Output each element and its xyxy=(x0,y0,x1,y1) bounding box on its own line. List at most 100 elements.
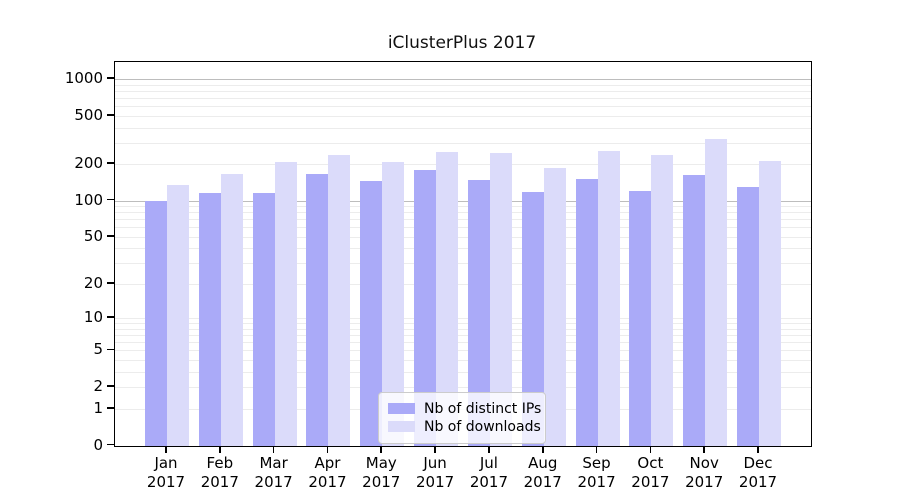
gridline-7 xyxy=(115,335,811,337)
bar-ips-May xyxy=(360,180,383,446)
bar-ips-Mar xyxy=(252,192,275,446)
gridline-400 xyxy=(115,127,811,129)
x-tick-May xyxy=(380,447,383,453)
gridline-900 xyxy=(115,84,811,86)
x-tick-Jun xyxy=(434,447,436,453)
gridline-40 xyxy=(115,248,811,250)
bar-downloads-Jun xyxy=(436,152,459,446)
y-label-10: 10 xyxy=(83,308,103,327)
y-tick-0 xyxy=(107,443,114,446)
bar-ips-Jan xyxy=(145,200,167,446)
gridline-50 xyxy=(115,236,811,238)
bar-downloads-May xyxy=(382,161,405,446)
bar-downloads-Apr xyxy=(328,154,351,446)
x-label-Jan: Jan 2017 xyxy=(146,454,186,491)
bar-ips-Oct xyxy=(629,191,652,446)
gridline-80 xyxy=(115,212,811,214)
y-tick-10 xyxy=(107,316,114,319)
y-tick-500 xyxy=(107,113,114,116)
gridline-600 xyxy=(115,106,811,108)
x-tick-Sep xyxy=(595,447,598,453)
bar-ips-Jul xyxy=(467,180,490,446)
bar-downloads-Sep xyxy=(597,150,620,446)
y-label-20: 20 xyxy=(83,273,103,292)
x-tick-Apr xyxy=(326,447,329,453)
legend-swatch-ips xyxy=(388,403,415,414)
legend-item-ips: Nb of distinct IPs xyxy=(388,400,541,417)
gridline-100 xyxy=(115,200,811,202)
y-label-50: 50 xyxy=(83,226,103,245)
bar-ips-Dec xyxy=(737,186,760,446)
plot-area xyxy=(114,61,812,447)
bar-ips-Aug xyxy=(521,191,544,446)
x-label-Dec: Dec 2017 xyxy=(738,454,778,491)
bar-downloads-Mar xyxy=(274,161,297,446)
gridline-5 xyxy=(115,350,811,352)
legend: Nb of distinct IPs Nb of downloads xyxy=(378,392,546,444)
y-label-5: 5 xyxy=(93,340,103,359)
x-tick-Jan xyxy=(165,447,167,453)
bar-ips-Jun xyxy=(414,169,437,446)
gridline-4 xyxy=(115,360,811,362)
bar-downloads-Jul xyxy=(489,153,512,446)
bar-downloads-Dec xyxy=(759,160,782,446)
gridline-30 xyxy=(115,263,811,265)
bar-downloads-Oct xyxy=(651,155,674,446)
x-label-Apr: Apr 2017 xyxy=(308,454,347,491)
y-tick-20 xyxy=(107,282,114,284)
chart-title: iClusterPlus 2017 xyxy=(387,33,537,53)
x-label-May: May 2017 xyxy=(362,454,401,491)
x-label-Nov: Nov 2017 xyxy=(685,454,724,491)
y-label-200: 200 xyxy=(74,154,103,173)
x-tick-Mar xyxy=(272,447,275,453)
y-tick-2 xyxy=(107,385,114,387)
gridline-9 xyxy=(115,323,811,325)
gridline-1000 xyxy=(115,78,811,80)
gridline-3 xyxy=(115,371,811,373)
legend-item-downloads: Nb of downloads xyxy=(388,418,541,435)
legend-label-downloads: Nb of downloads xyxy=(424,418,541,435)
x-label-Oct: Oct 2017 xyxy=(631,454,670,491)
bar-downloads-Nov xyxy=(705,139,728,446)
gridline-2 xyxy=(115,387,811,389)
y-label-0: 0 xyxy=(93,435,103,454)
y-tick-1000 xyxy=(107,77,114,79)
bar-downloads-Feb xyxy=(220,174,243,446)
y-label-1000: 1000 xyxy=(64,68,103,87)
x-tick-Feb xyxy=(219,447,221,453)
gridline-60 xyxy=(115,227,811,229)
gridline-8 xyxy=(115,328,811,330)
legend-label-ips: Nb of distinct IPs xyxy=(424,400,542,417)
y-label-1: 1 xyxy=(93,398,103,417)
y-tick-5 xyxy=(107,348,114,351)
y-tick-200 xyxy=(107,162,114,164)
y-tick-50 xyxy=(107,235,114,237)
x-tick-Jul xyxy=(488,447,490,453)
bar-ips-Apr xyxy=(306,174,329,446)
gridline-70 xyxy=(115,219,811,221)
gridline-90 xyxy=(115,206,811,208)
x-label-Jul: Jul 2017 xyxy=(469,454,508,491)
y-tick-1 xyxy=(107,406,114,409)
x-label-Jun: Jun 2017 xyxy=(416,454,455,491)
gridline-500 xyxy=(115,115,811,117)
x-label-Feb: Feb 2017 xyxy=(200,454,239,491)
legend-swatch-downloads xyxy=(388,421,415,432)
x-label-Aug: Aug 2017 xyxy=(523,454,562,491)
y-label-2: 2 xyxy=(93,377,103,396)
x-tick-Oct xyxy=(649,447,652,453)
bar-ips-Sep xyxy=(575,179,598,446)
bar-downloads-Jan xyxy=(167,184,189,446)
y-label-500: 500 xyxy=(74,105,103,124)
bar-ips-Nov xyxy=(683,174,706,446)
gridline-200 xyxy=(115,164,811,166)
x-label-Sep: Sep 2017 xyxy=(577,454,616,491)
x-tick-Nov xyxy=(703,447,705,453)
x-label-Mar: Mar 2017 xyxy=(254,454,293,491)
y-label-100: 100 xyxy=(74,190,103,209)
gridline-20 xyxy=(115,283,811,285)
bar-downloads-Aug xyxy=(543,167,566,446)
y-tick-100 xyxy=(107,198,114,201)
bar-ips-Feb xyxy=(198,193,221,446)
